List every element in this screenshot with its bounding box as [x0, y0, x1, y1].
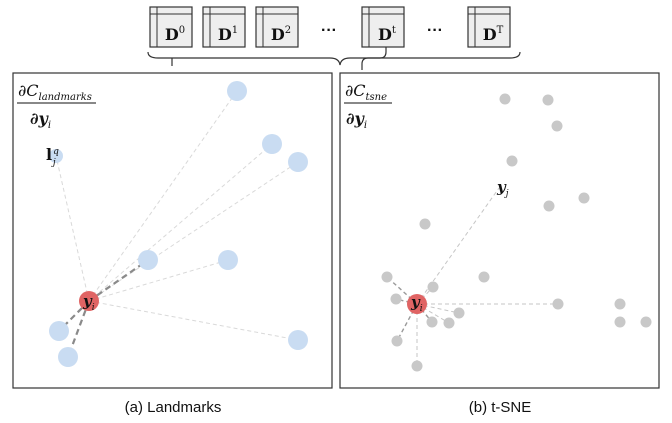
- panel-b-gradient-label: ∂Ctsne ∂yi: [344, 81, 392, 131]
- tsne-point: [552, 298, 564, 310]
- landmark-point: [58, 347, 78, 367]
- landmark-connection-line: [88, 143, 273, 302]
- frame-d1-base: D: [218, 25, 232, 44]
- tsne-point: [614, 298, 626, 310]
- tsne-point: [411, 360, 423, 372]
- landmark-point: [138, 250, 158, 270]
- landmark-point: [218, 250, 238, 270]
- panel-b: ∂Ctsne ∂yi yj yi (b) t-SNE: [339, 72, 660, 416]
- tsne-point: [543, 200, 555, 212]
- landmark-connection-line: [88, 300, 299, 341]
- panel-b-grad-den: ∂y: [346, 109, 366, 128]
- frame-dt-sup: t: [392, 25, 396, 36]
- panel-b-data-points: [381, 93, 652, 372]
- panel-b-neighbor-label: yj: [496, 178, 509, 199]
- landmark-point: [49, 149, 63, 163]
- panel-a-grad-den-sub: i: [48, 120, 51, 131]
- frame-brace: [147, 51, 521, 66]
- panel-b-neighbor-base: y: [496, 178, 507, 196]
- frame-d0-base: D: [165, 25, 179, 44]
- svg-text:D0: D0: [165, 25, 185, 44]
- panel-b-neighbor-sub: j: [504, 189, 509, 199]
- frame-d2-base: D: [271, 25, 285, 44]
- frame-d0: D0: [149, 6, 193, 48]
- tsne-point: [381, 271, 393, 283]
- frame-dt: Dt: [361, 6, 405, 48]
- svg-text:∂Clandmarks: ∂Clandmarks: [18, 81, 92, 103]
- frame-dT: DT: [467, 6, 511, 48]
- landmark-connection-line: [55, 155, 90, 302]
- frame-d0-sup: 0: [179, 25, 185, 36]
- panel-a-landmark-base: l: [46, 145, 52, 164]
- tsne-point: [390, 293, 402, 305]
- panel-a-grad-num-sub: landmarks: [39, 92, 92, 103]
- panel-b-grad-num: ∂C: [345, 81, 366, 100]
- panel-b-grad-den-sub: i: [364, 120, 367, 131]
- panel-b-focus-sub: i: [420, 304, 423, 314]
- panel-b-focus-base: y: [410, 293, 421, 311]
- frame-d1-sup: 1: [232, 25, 238, 36]
- panel-a-focus-label: yi: [82, 292, 95, 313]
- frame-d2-sup: 2: [285, 25, 291, 36]
- frame-dT-sup: T: [497, 25, 504, 36]
- svg-text:DT: DT: [483, 25, 504, 44]
- landmark-point: [288, 330, 308, 350]
- panel-a-grad-num: ∂C: [18, 81, 39, 100]
- tsne-point: [578, 192, 590, 204]
- tsne-point: [499, 93, 511, 105]
- panel-a-connection-lines: [55, 90, 299, 358]
- tsne-point: [551, 120, 563, 132]
- tsne-point: [391, 335, 403, 347]
- tsne-point: [542, 94, 554, 106]
- landmark-point: [49, 321, 69, 341]
- panel-a-focus-sub: i: [92, 303, 95, 313]
- panel-a: ∂Clandmarks ∂yi lq j yi (a) Landmarks: [12, 72, 333, 416]
- frame-d1: D1: [202, 6, 246, 48]
- tsne-point: [614, 316, 626, 328]
- panel-b-frame: [339, 72, 660, 389]
- panel-a-grad-den: ∂y: [30, 109, 50, 128]
- panel-b-grad-num-sub: tsne: [366, 92, 388, 103]
- frame-sequence: D0 D1 D2 ··· Dt: [147, 6, 521, 70]
- landmark-connection-line: [88, 259, 149, 302]
- panel-a-gradient-label: ∂Clandmarks ∂yi: [17, 81, 96, 131]
- landmark-point: [288, 152, 308, 172]
- frame-dt-base: D: [378, 25, 392, 44]
- svg-text:D1: D1: [218, 25, 238, 44]
- brace-connector-right: [361, 47, 387, 70]
- frame-ellipsis-1: ···: [321, 22, 337, 39]
- landmark-point: [262, 134, 282, 154]
- panel-a-landmark-sup: q: [53, 147, 59, 157]
- panel-a-landmark-label: lq j: [46, 145, 59, 168]
- tsne-connection-line: [416, 303, 450, 324]
- tsne-point: [419, 218, 431, 230]
- panel-a-focus-base: y: [82, 292, 93, 310]
- tsne-point: [443, 317, 455, 329]
- tsne-point: [640, 316, 652, 328]
- panel-a-landmark-sub: j: [51, 158, 56, 168]
- tsne-point: [453, 307, 465, 319]
- svg-text:Dt: Dt: [378, 25, 396, 44]
- frame-dT-base: D: [483, 25, 497, 44]
- svg-text:∂Ctsne: ∂Ctsne: [345, 81, 387, 103]
- svg-text:∂yi: ∂yi: [30, 109, 51, 131]
- landmark-connection-line: [88, 90, 238, 302]
- panel-a-landmark-points: [49, 81, 308, 367]
- frame-d2: D2: [255, 6, 299, 48]
- landmark-connection-line: [88, 259, 229, 302]
- tsne-point: [427, 281, 439, 293]
- panel-a-focus-point: [79, 291, 99, 311]
- panel-b-focus-label: yi: [410, 293, 423, 314]
- frame-ellipsis-2: ···: [427, 22, 443, 39]
- panel-b-caption: (b) t-SNE: [469, 399, 532, 416]
- landmark-point: [227, 81, 247, 101]
- panel-a-caption: (a) Landmarks: [125, 399, 222, 416]
- panel-b-focus-point: [407, 294, 427, 314]
- svg-text:∂yi: ∂yi: [346, 109, 367, 131]
- tsne-point: [506, 155, 518, 167]
- tsne-point: [426, 316, 438, 328]
- tsne-point: [478, 271, 490, 283]
- svg-text:D2: D2: [271, 25, 291, 44]
